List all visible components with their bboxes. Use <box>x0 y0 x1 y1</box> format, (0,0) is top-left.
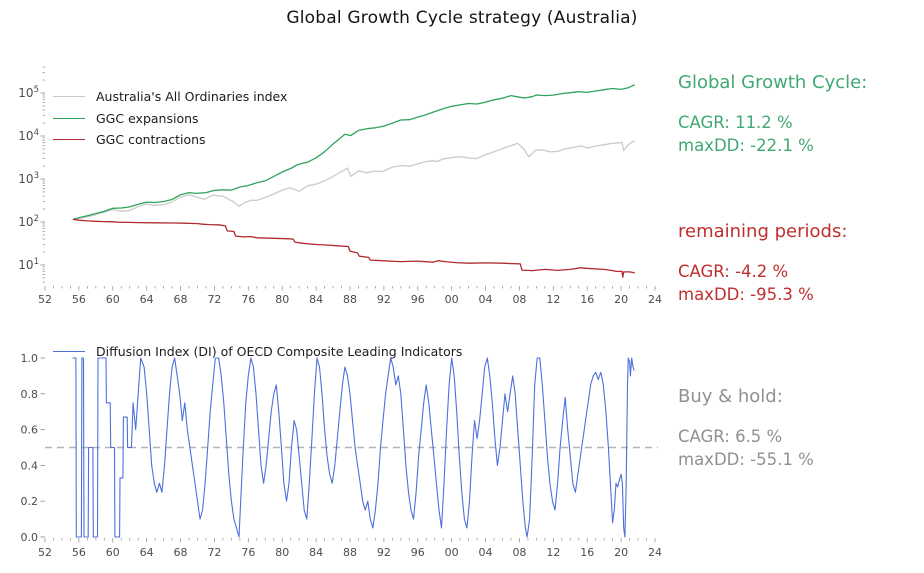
svg-text:52: 52 <box>38 293 52 306</box>
stats-title: remaining periods: <box>678 221 848 242</box>
legend-item-diffusion-index: Diffusion Index (DI) of OECD Composite L… <box>53 341 462 363</box>
svg-text:68: 68 <box>174 293 188 306</box>
log-tick-label: 102 <box>18 214 39 229</box>
bottom-y-axis: 0.0 0.2 0.4 0.6 0.8 1.0 <box>21 352 45 544</box>
svg-text:0.2: 0.2 <box>21 495 39 508</box>
svg-text:56: 56 <box>72 546 86 559</box>
log-tick-label: 105 <box>18 85 39 100</box>
top-x-axis: 52 56 60 64 68 72 76 80 84 88 92 96 00 04 08 12 16 20 24 <box>38 286 662 306</box>
svg-text:76: 76 <box>241 293 255 306</box>
stats-remaining-periods: remaining periods: CAGR: -4.2 % maxDD: -… <box>678 221 922 306</box>
line-swatch-blue <box>53 351 85 353</box>
svg-text:24: 24 <box>648 546 662 559</box>
cagr-value: CAGR: -4.2 % <box>678 262 789 281</box>
legend-label: Australia's All Ordinaries index <box>96 89 288 105</box>
maxdd-value: maxDD: -22.1 % <box>678 136 814 155</box>
svg-text:20: 20 <box>614 293 628 306</box>
svg-text:92: 92 <box>377 546 391 559</box>
svg-text:16: 16 <box>580 293 594 306</box>
bottom-x-axis: 52 56 60 64 68 72 76 80 84 88 92 96 00 04 08 12 16 20 24 <box>38 538 662 559</box>
svg-text:12: 12 <box>546 546 560 559</box>
line-swatch-red <box>53 139 85 141</box>
svg-text:08: 08 <box>512 546 526 559</box>
svg-text:24: 24 <box>648 293 662 306</box>
svg-text:60: 60 <box>106 546 120 559</box>
svg-text:20: 20 <box>614 546 628 559</box>
svg-text:00: 00 <box>445 546 459 559</box>
svg-text:0.4: 0.4 <box>21 459 39 472</box>
stats-title: Buy & hold: <box>678 386 783 407</box>
maxdd-value: maxDD: -95.3 % <box>678 285 814 304</box>
svg-text:80: 80 <box>275 546 289 559</box>
series-australia-s-all-ordinaries-index <box>72 140 635 221</box>
svg-text:1.0: 1.0 <box>21 352 39 365</box>
svg-text:72: 72 <box>207 293 221 306</box>
series-diffusion-index <box>72 357 635 538</box>
line-swatch-green <box>53 117 85 119</box>
stats-title: Global Growth Cycle: <box>678 72 868 93</box>
svg-text:96: 96 <box>411 293 425 306</box>
top-y-axis: 101 102 103 104 105 <box>18 66 45 283</box>
log-tick-label: 103 <box>18 171 39 186</box>
svg-text:0.0: 0.0 <box>21 531 39 544</box>
svg-text:12: 12 <box>546 293 560 306</box>
svg-text:0.8: 0.8 <box>21 388 39 401</box>
svg-text:92: 92 <box>377 293 391 306</box>
svg-text:68: 68 <box>174 546 188 559</box>
stats-buy-and-hold: Buy & hold: CAGR: 6.5 % maxDD: -55.1 % <box>678 386 922 471</box>
svg-text:84: 84 <box>309 293 323 306</box>
legend-item-ggc-expansions: GGC expansions <box>53 108 287 130</box>
cagr-value: CAGR: 11.2 % <box>678 113 793 132</box>
svg-text:04: 04 <box>479 293 493 306</box>
svg-text:76: 76 <box>241 546 255 559</box>
legend-label: GGC expansions <box>96 110 199 126</box>
legend-item-ggc-contractions: GGC contractions <box>53 129 287 151</box>
svg-text:16: 16 <box>580 546 594 559</box>
legend-label: GGC contractions <box>96 132 206 148</box>
legend-label: Diffusion Index (DI) of OECD Composite L… <box>96 344 463 360</box>
svg-text:52: 52 <box>38 546 52 559</box>
line-swatch-gray <box>53 96 85 98</box>
legend-item-all-ordinaries: Australia's All Ordinaries index <box>53 86 287 108</box>
log-tick-label: 104 <box>18 128 39 143</box>
svg-text:72: 72 <box>207 546 221 559</box>
svg-text:60: 60 <box>106 293 120 306</box>
svg-text:64: 64 <box>140 293 154 306</box>
svg-text:08: 08 <box>512 293 526 306</box>
svg-text:00: 00 <box>445 293 459 306</box>
bottom-chart-legend: Diffusion Index (DI) of OECD Composite L… <box>53 341 462 363</box>
cagr-value: CAGR: 6.5 % <box>678 427 783 446</box>
maxdd-value: maxDD: -55.1 % <box>678 450 814 469</box>
svg-text:84: 84 <box>309 546 323 559</box>
svg-text:88: 88 <box>343 293 357 306</box>
log-tick-label: 101 <box>18 257 39 272</box>
top-chart-legend: Australia's All Ordinaries index GGC exp… <box>53 86 287 151</box>
stats-global-growth-cycle: Global Growth Cycle: CAGR: 11.2 % maxDD:… <box>678 72 922 157</box>
svg-text:80: 80 <box>275 293 289 306</box>
svg-text:96: 96 <box>411 546 425 559</box>
figure-title: Global Growth Cycle strategy (Australia) <box>286 8 638 28</box>
series-ggc-expansions <box>72 84 635 221</box>
svg-text:0.6: 0.6 <box>21 424 39 437</box>
svg-text:88: 88 <box>343 546 357 559</box>
svg-text:04: 04 <box>479 546 493 559</box>
series-ggc-contractions <box>72 218 635 278</box>
svg-text:64: 64 <box>140 546 154 559</box>
svg-text:56: 56 <box>72 293 86 306</box>
